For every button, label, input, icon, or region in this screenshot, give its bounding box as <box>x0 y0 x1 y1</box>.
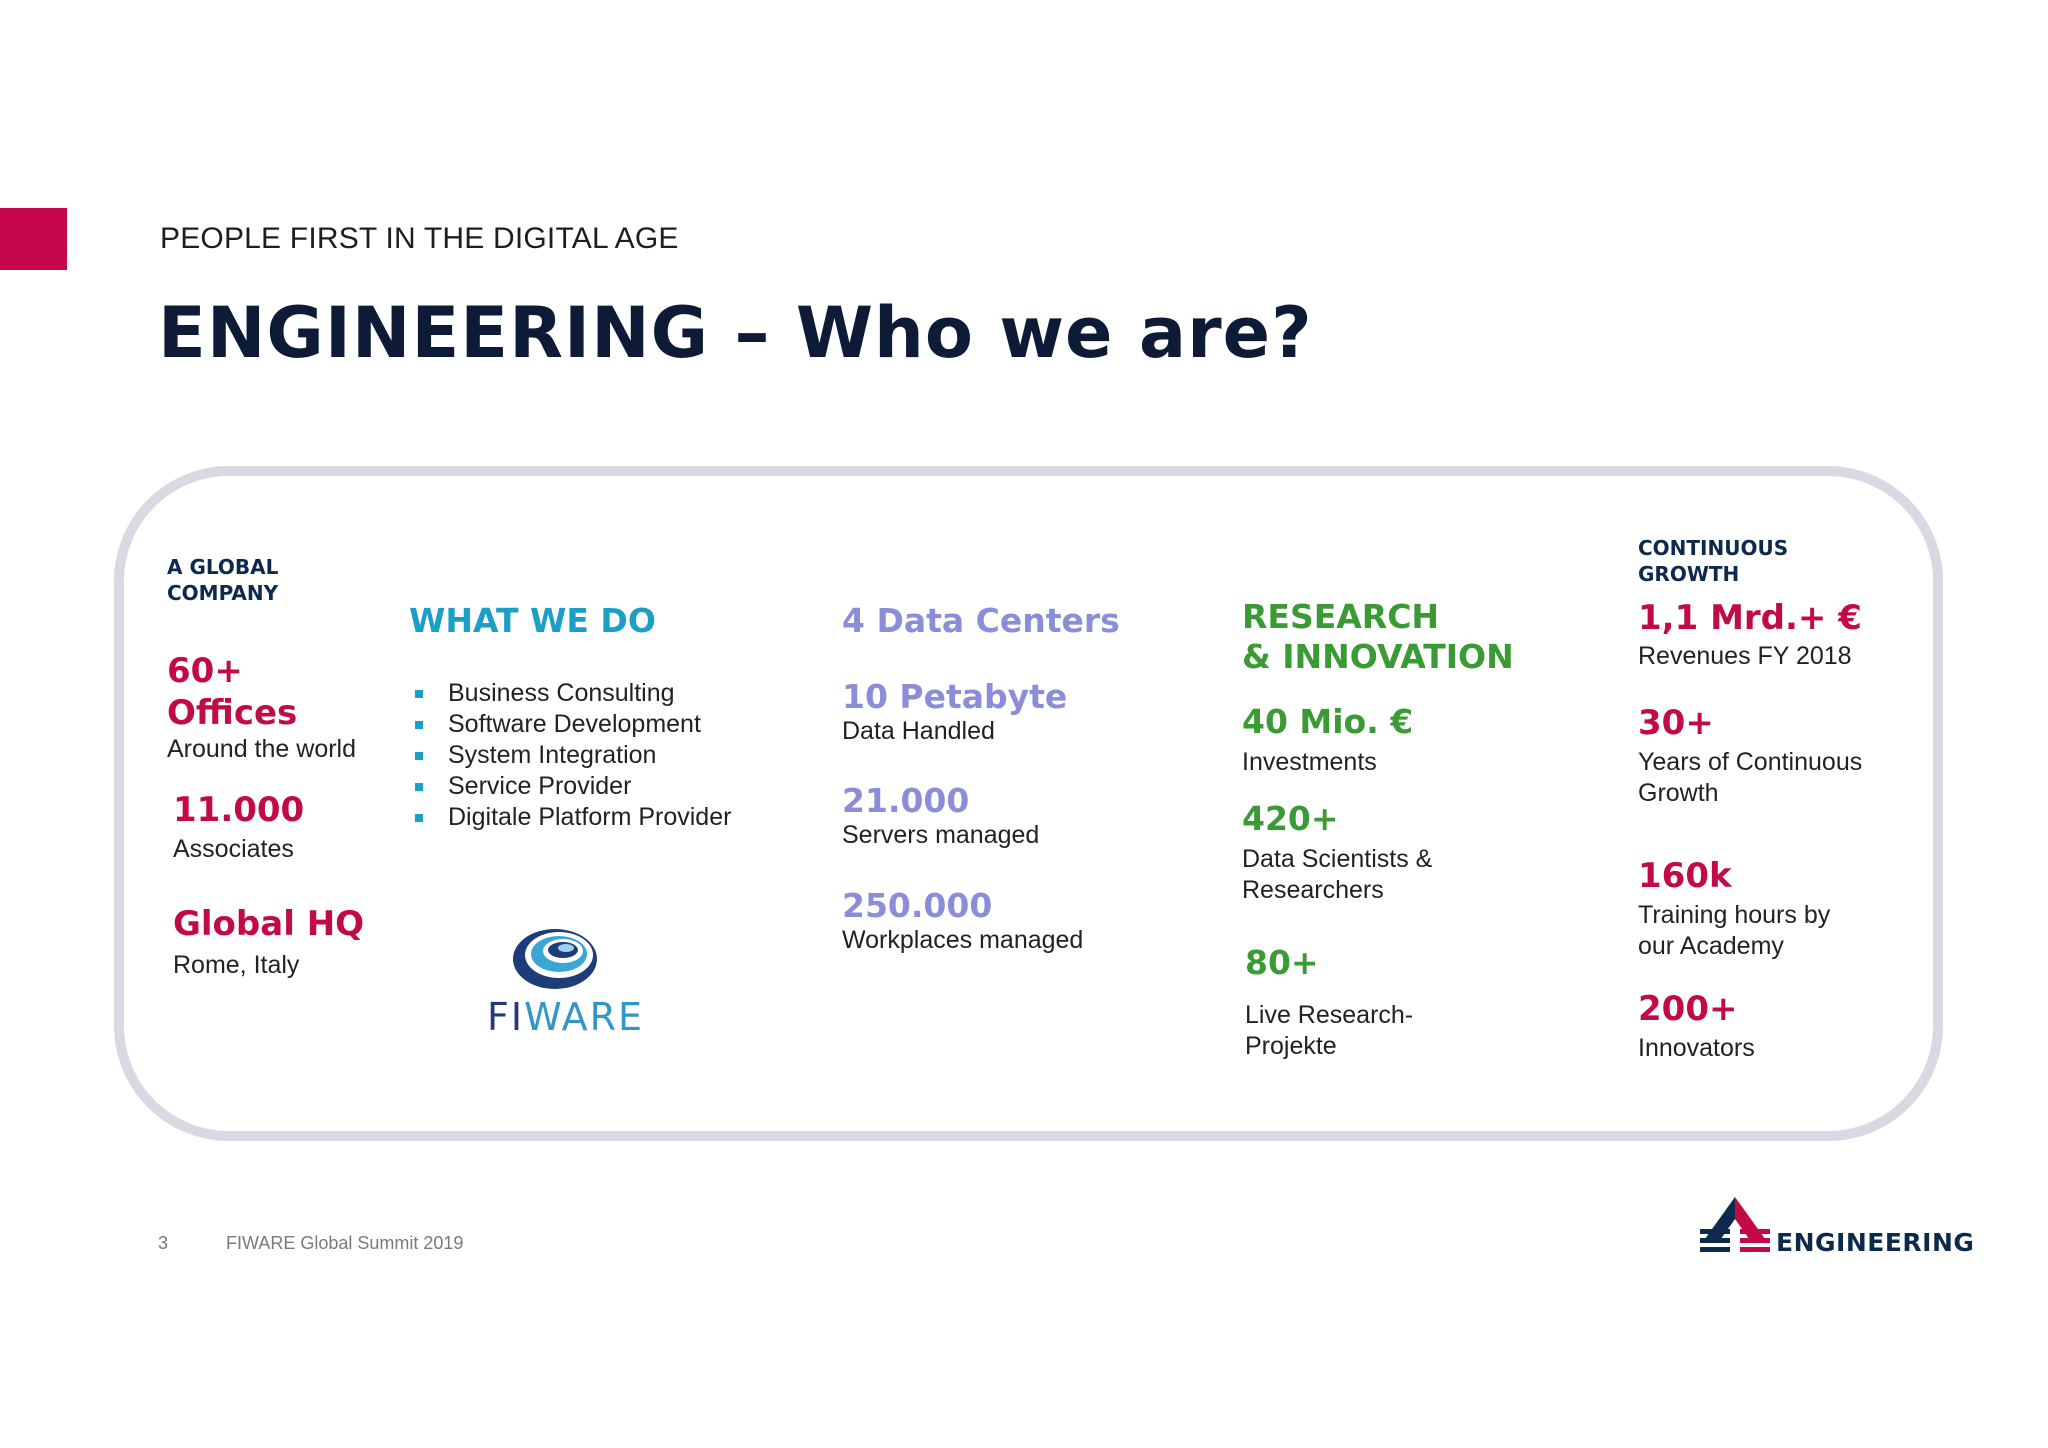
accent-bar <box>0 208 67 270</box>
fiware-logo-ware: WARE <box>524 995 644 1039</box>
investments-desc: Investments <box>1242 748 1377 776</box>
hq-desc: Rome, Italy <box>173 951 300 979</box>
projects-number: 80+ <box>1245 943 1319 982</box>
slide-title: ENGINEERING – Who we are? <box>158 292 1313 374</box>
engineering-logo-text: ENGINEERING <box>1776 1228 1975 1257</box>
research-heading-line2: & INNOVATION <box>1242 637 1514 676</box>
services-list: Business Consulting Software Development… <box>415 678 731 833</box>
investments-number: 40 Mio. € <box>1242 702 1414 741</box>
associates-desc: Associates <box>173 835 294 863</box>
footer-event: FIWARE Global Summit 2019 <box>226 1233 464 1253</box>
list-item: System Integration <box>415 740 731 771</box>
list-item: Service Provider <box>415 771 731 802</box>
workplaces-desc: Workplaces managed <box>842 926 1084 954</box>
training-desc-line1: Training hours by <box>1638 901 1831 929</box>
info-panel <box>114 466 1943 1141</box>
revenue-number: 1,1 Mrd.+ € <box>1638 598 1862 638</box>
global-company-heading-line2: COMPANY <box>167 581 279 605</box>
scientists-number: 420+ <box>1242 799 1339 838</box>
workplaces-number: 250.000 <box>842 886 993 925</box>
training-desc: Training hours by our Academy <box>1638 900 1830 962</box>
hq-title: Global HQ <box>173 904 365 944</box>
global-company-heading: A GLOBAL COMPANY <box>167 554 278 606</box>
page-number: 3 <box>158 1233 169 1253</box>
scientists-desc: Data Scientists & Researchers <box>1242 844 1432 906</box>
years-number: 30+ <box>1638 703 1714 743</box>
fiware-logo-text: FIWARE <box>487 995 644 1039</box>
research-heading-line1: RESEARCH <box>1242 597 1440 636</box>
growth-heading-line2: GROWTH <box>1638 562 1740 586</box>
slide-subtitle: PEOPLE FIRST IN THE DIGITAL AGE <box>160 222 679 255</box>
servers-desc: Servers managed <box>842 821 1040 849</box>
training-number: 160k <box>1638 856 1732 896</box>
innovators-number: 200+ <box>1638 989 1738 1029</box>
fiware-logo-icon <box>513 929 597 989</box>
what-we-do-heading: WHAT WE DO <box>409 601 656 640</box>
projects-desc: Live Research- Projekte <box>1245 1000 1413 1062</box>
servers-number: 21.000 <box>842 781 970 820</box>
global-company-heading-line1: A GLOBAL <box>167 555 279 579</box>
projects-desc-line1: Live Research- <box>1245 1001 1414 1029</box>
fiware-logo-fi: FI <box>487 995 525 1039</box>
list-item: Software Development <box>415 709 731 740</box>
offices-stat: 60+ Offices <box>167 650 297 734</box>
years-desc-line1: Years of Continuous <box>1638 748 1863 776</box>
petabyte-desc: Data Handled <box>842 717 995 745</box>
list-item: Business Consulting <box>415 678 731 709</box>
list-item: Digitale Platform Provider <box>415 802 731 833</box>
growth-heading: CONTINUOUS GROWTH <box>1638 535 1788 587</box>
offices-number: 60+ <box>167 651 243 691</box>
petabyte-number: 10 Petabyte <box>842 677 1068 716</box>
scientists-desc-line2: Researchers <box>1242 876 1384 904</box>
offices-word: Offices <box>167 693 298 733</box>
innovators-desc: Innovators <box>1638 1034 1755 1062</box>
revenue-desc: Revenues FY 2018 <box>1638 642 1852 670</box>
research-heading: RESEARCH & INNOVATION <box>1242 597 1514 677</box>
years-desc: Years of Continuous Growth <box>1638 747 1862 809</box>
scientists-desc-line1: Data Scientists & <box>1242 845 1433 873</box>
growth-heading-line1: CONTINUOUS <box>1638 536 1789 560</box>
data-centers-heading: 4 Data Centers <box>842 601 1120 640</box>
associates-number: 11.000 <box>173 790 305 830</box>
projects-desc-line2: Projekte <box>1245 1032 1337 1060</box>
engineering-logo-icon <box>1700 1197 1770 1252</box>
training-desc-line2: our Academy <box>1638 932 1784 960</box>
years-desc-line2: Growth <box>1638 779 1719 807</box>
offices-desc: Around the world <box>167 735 357 763</box>
